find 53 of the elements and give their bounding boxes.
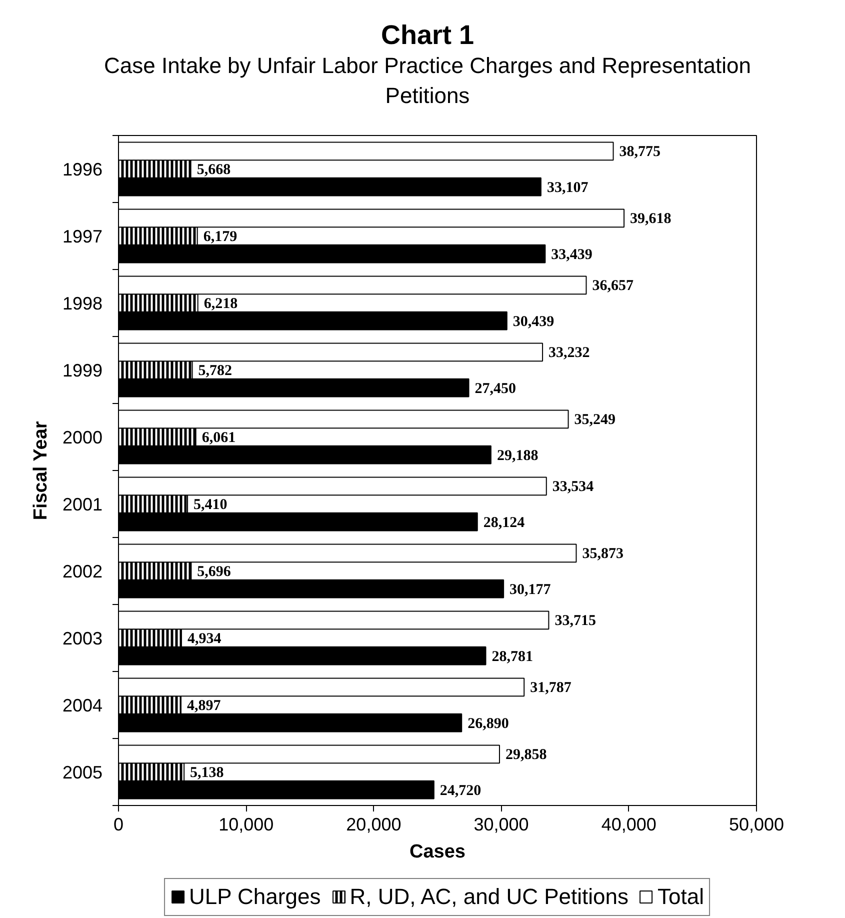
data-label: 33,715 <box>554 613 596 630</box>
data-label: 30,439 <box>512 314 554 330</box>
data-label: 30,177 <box>510 582 552 598</box>
chart-subtitle: Case Intake by Unfair Labor Practice Charges and Representation Petitions <box>103 52 752 110</box>
data-label: 6,218 <box>204 296 238 312</box>
data-label: 33,107 <box>546 180 589 196</box>
data-label: 6,179 <box>203 229 238 245</box>
x-tick-label: 40,000 <box>601 814 656 834</box>
data-label: 36,657 <box>592 278 634 294</box>
y-tick-label: 2003 <box>62 628 103 648</box>
data-label: 26,890 <box>468 716 509 732</box>
data-label: 33,232 <box>548 345 590 362</box>
data-label: 29,188 <box>496 448 538 464</box>
x-tick-label: 30,000 <box>474 814 529 834</box>
data-label: 5,668 <box>196 162 231 178</box>
legend-label: ULP Charges <box>189 884 321 910</box>
data-label: 33,534 <box>552 479 594 496</box>
data-label: 5,782 <box>198 363 232 379</box>
data-label: 4,897 <box>186 698 222 714</box>
data-label: 5,138 <box>190 765 224 781</box>
data-label: 29,858 <box>505 747 547 764</box>
x-tick-label: 20,000 <box>346 814 402 834</box>
y-tick-label: 2004 <box>62 696 103 716</box>
x-tick-label: 10,000 <box>218 814 274 834</box>
data-label: 24,720 <box>440 782 482 799</box>
data-label: 28,781 <box>492 648 533 665</box>
y-tick-label: 2002 <box>62 562 103 582</box>
y-tick-label: 2000 <box>62 428 103 448</box>
x-axis-title: Cases <box>410 842 466 862</box>
y-tick-label: 2001 <box>62 494 103 514</box>
y-tick-label: 1999 <box>62 360 103 380</box>
y-tick-label: 1996 <box>62 160 103 180</box>
data-label: 6,061 <box>202 430 236 446</box>
data-label: 38,775 <box>619 144 661 160</box>
data-label: 31,787 <box>530 680 572 696</box>
y-axis-title: Fiscal Year <box>30 420 52 520</box>
y-tick-label: 1998 <box>62 294 103 314</box>
x-tick-label: 50,000 <box>728 814 784 834</box>
data-label: 5,410 <box>194 497 228 513</box>
y-tick-label: 1997 <box>62 226 103 246</box>
x-tick-label: 0 <box>113 814 124 834</box>
legend-label: Total <box>657 884 704 910</box>
data-label: 35,873 <box>582 546 624 562</box>
data-label: 35,249 <box>574 412 616 428</box>
data-label: 33,439 <box>551 246 592 263</box>
data-label: 4,934 <box>187 631 222 647</box>
data-label: 5,696 <box>197 564 232 580</box>
data-label: 39,618 <box>630 211 672 228</box>
data-label: 28,124 <box>483 514 526 531</box>
chart-title: Chart 1 <box>380 19 476 51</box>
data-label: 27,450 <box>474 380 516 397</box>
legend-label: R, UD, AC, and UC Petitions <box>350 884 628 910</box>
y-tick-label: 2005 <box>62 762 103 782</box>
